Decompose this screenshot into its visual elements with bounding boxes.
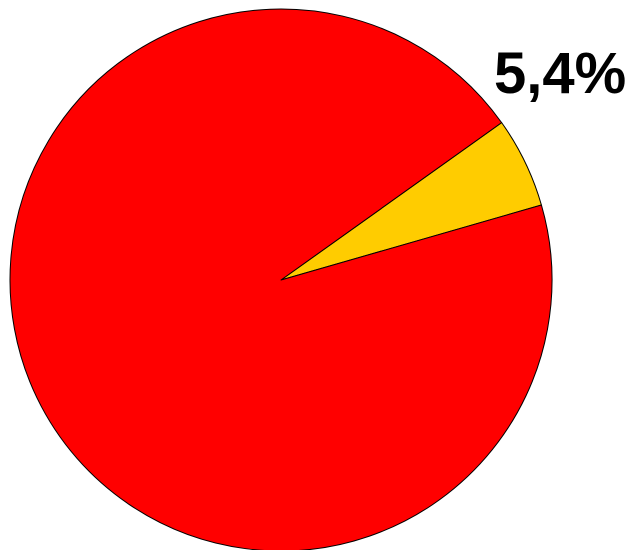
pie-slice-1 [9, 8, 553, 550]
pie-slice-label-0: 5,4% [494, 41, 626, 106]
